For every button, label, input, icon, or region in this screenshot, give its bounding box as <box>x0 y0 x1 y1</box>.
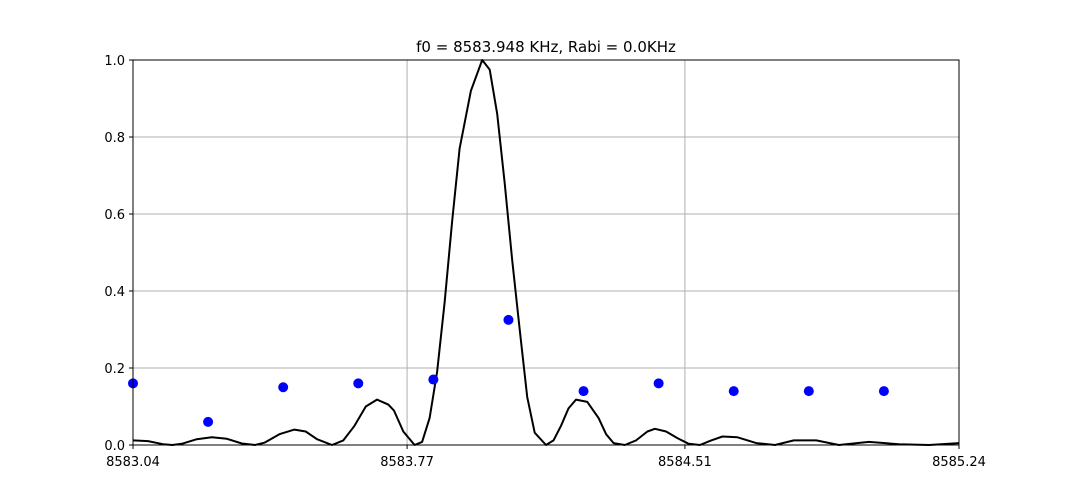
point-layer <box>128 314 889 427</box>
x-tick-label: 8584.51 <box>658 455 712 470</box>
curve-layer <box>132 59 960 446</box>
data-point <box>878 386 889 397</box>
data-point <box>803 386 814 397</box>
data-point <box>278 382 289 393</box>
data-point <box>428 374 439 385</box>
y-tick-label: 0.6 <box>104 208 125 223</box>
plot-frame <box>132 59 960 446</box>
y-tick-label: 0.2 <box>104 362 125 377</box>
data-point <box>578 386 589 397</box>
grid-lines <box>132 59 960 446</box>
data-point <box>353 378 364 389</box>
y-tick-label: 1.0 <box>104 54 125 69</box>
data-point <box>653 378 664 389</box>
x-tick-label: 8583.04 <box>106 455 160 470</box>
x-tick-label: 8585.24 <box>932 455 986 470</box>
y-tick-label: 0.4 <box>104 285 125 300</box>
data-point <box>503 314 514 325</box>
y-tick-label: 0.0 <box>104 439 125 454</box>
chart-title: f0 = 8583.948 KHz, Rabi = 0.0KHz <box>416 38 676 56</box>
data-point <box>728 386 739 397</box>
data-point <box>203 416 214 427</box>
tick-layer: 8583.04 8583.77 8584.51 8585.24 0.0 0.2 0.4 0.6… <box>104 54 986 470</box>
fit-curve <box>132 59 960 446</box>
x-tick-label: 8583.77 <box>380 455 434 470</box>
y-tick-label: 0.8 <box>104 131 125 146</box>
